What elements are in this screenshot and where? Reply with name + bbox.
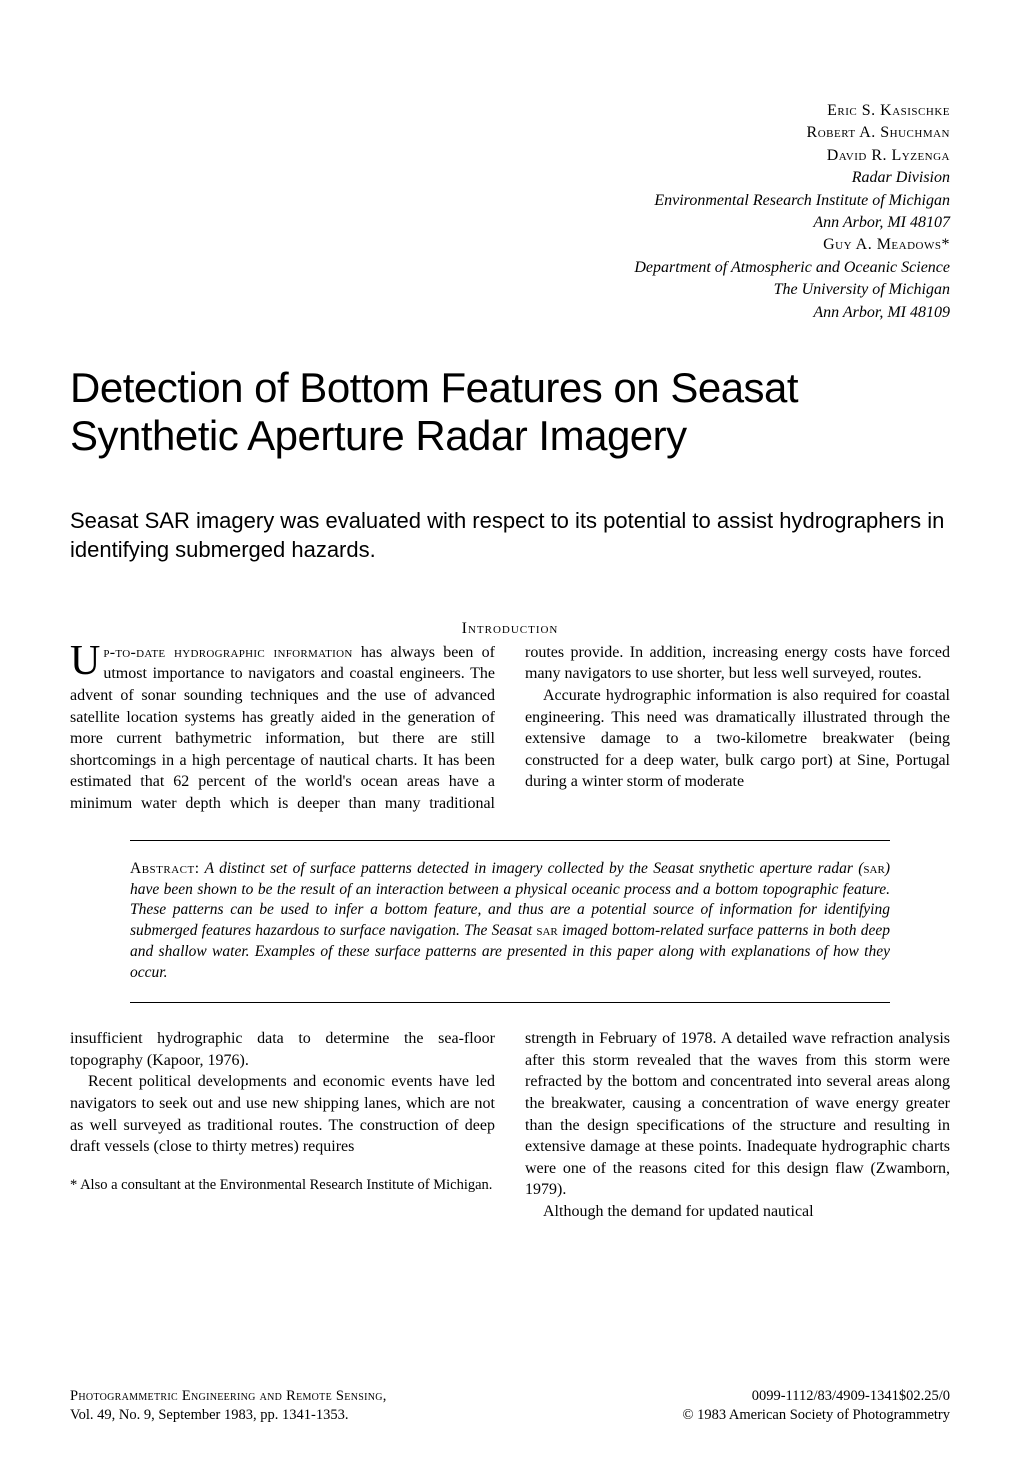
abstract-sar-2: sar (536, 922, 557, 939)
author-affiliation-2a: Department of Atmospheric and Oceanic Sc… (70, 257, 950, 279)
intro-lead-caps: p-to-date hydrographic information (103, 644, 352, 661)
author-name-2: Robert A. Shuchman (70, 122, 950, 144)
footnote: * Also a consultant at the Environmental… (70, 1176, 495, 1195)
author-name-3: David R. Lyzenga (70, 145, 950, 167)
abstract-sar-1: sar (863, 860, 884, 877)
author-affiliation-2c: Ann Arbor, MI 48109 (70, 302, 950, 324)
article-title: Detection of Bottom Features on Seasat S… (70, 364, 950, 461)
publication-issue: Vol. 49, No. 9, September 1983, pp. 1341… (70, 1406, 387, 1426)
abstract-text-a: A distinct set of surface patterns detec… (200, 860, 864, 877)
introduction-heading: Introduction (70, 620, 950, 638)
author-affiliation-1a: Radar Division (70, 167, 950, 189)
article-subtitle: Seasat SAR imagery was evaluated with re… (70, 506, 950, 565)
author-name-4: Guy A. Meadows* (70, 234, 950, 256)
author-affiliation-2b: The University of Michigan (70, 279, 950, 301)
body-columns-lower: insufficient hydrographic data to determ… (70, 1028, 950, 1222)
body-paragraph-3: insufficient hydrographic data to determ… (70, 1028, 495, 1071)
footer-left: Photogrammetric Engineering and Remote S… (70, 1387, 387, 1426)
author-name-1: Eric S. Kasischke (70, 100, 950, 122)
publication-name: Photogrammetric Engineering and Remote S… (70, 1388, 387, 1404)
author-affiliation-1c: Ann Arbor, MI 48107 (70, 212, 950, 234)
intro-p1-rest: has always been of utmost importance to … (70, 644, 495, 791)
abstract-label: Abstract: (130, 860, 200, 877)
body-paragraph-5: strength in February of 1978. A detailed… (525, 1028, 950, 1201)
author-block: Eric S. Kasischke Robert A. Shuchman Dav… (70, 100, 950, 324)
footer-right: 0099-1112/83/4909-1341$02.25/0 © 1983 Am… (682, 1387, 950, 1426)
abstract-block: Abstract: A distinct set of surface patt… (130, 840, 890, 1004)
copyright: © 1983 American Society of Photogrammetr… (682, 1406, 950, 1426)
page-footer: Photogrammetric Engineering and Remote S… (70, 1387, 950, 1426)
author-affiliation-1b: Environmental Research Institute of Mich… (70, 190, 950, 212)
issn-code: 0099-1112/83/4909-1341$02.25/0 (682, 1387, 950, 1407)
body-paragraph-4: Recent political developments and econom… (70, 1071, 495, 1157)
intro-paragraph-2: Accurate hydrographic information is als… (525, 685, 950, 793)
body-columns-upper: Up-to-date hydrographic information has … (70, 642, 950, 815)
body-paragraph-6: Although the demand for updated nautical (525, 1201, 950, 1223)
